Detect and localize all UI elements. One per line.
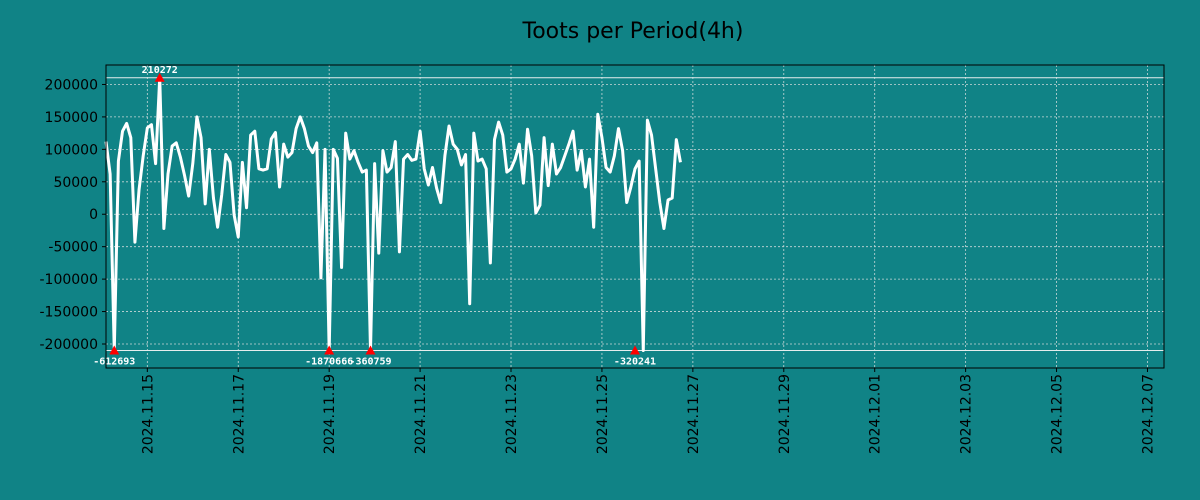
x-tick-label: 2024.12.03 [959,374,975,454]
x-tick-label: 2024.12.07 [1140,374,1156,454]
plot-area [105,64,1165,369]
annotation-label: -360759 [349,356,391,367]
x-tick-label: 2024.12.05 [1050,374,1066,454]
annotation-marker [365,345,376,355]
annotation-label: -612693 [93,356,135,367]
annotation-marker [154,72,165,82]
y-tick-label: -200000 [40,337,99,353]
grid [106,65,1164,368]
x-tick-label: 2024.12.01 [868,374,884,454]
x-tick-label: 2024.11.23 [504,374,520,454]
y-tick-label: 100000 [45,142,98,158]
y-tick-label: -50000 [48,240,98,256]
x-tick-label: 2024.11.27 [686,374,702,454]
annotation-label: 210272 [142,65,178,76]
annotation-marker [109,345,120,355]
y-tick-label: -150000 [40,305,99,321]
annotation-marker [324,345,335,355]
annotation-markers: -612693 210272 -1870666-360759 -320241 [93,65,656,368]
x-tick-label: 2024.11.29 [777,374,793,454]
annotation-label: -1870666 [305,356,353,367]
y-tick-label: 50000 [53,175,98,191]
x-tick-label: 2024.11.19 [322,374,338,454]
x-tick-label: 2024.11.17 [231,374,247,454]
y-tick-label: -100000 [40,272,99,288]
annotation-label: -320241 [614,356,656,367]
y-tick-label: 150000 [45,110,98,126]
y-axis: 200000 150000 100000 50000 0 -50000 -100000 -15… [40,77,106,353]
chart-title: Toots per Period(4h) [522,19,744,44]
series-line [104,76,682,352]
x-tick-label: 2024.11.15 [140,374,156,454]
x-tick-label: 2024.11.21 [413,374,429,454]
y-tick-label: 200000 [45,77,98,93]
annotation-marker [630,345,640,355]
x-axis: 2024.11.15 2024.11.17 2024.11.19 2024.11.21… [140,368,1156,454]
x-tick-label: 2024.11.25 [595,374,611,454]
y-tick-label: 0 [89,207,98,223]
